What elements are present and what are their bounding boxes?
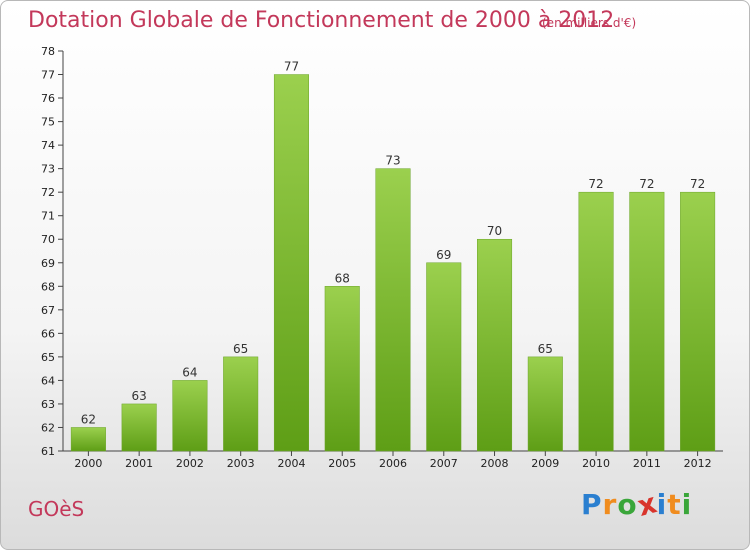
y-tick-label: 75 <box>41 116 55 129</box>
y-tick-label: 61 <box>41 445 55 458</box>
bar <box>70 427 106 452</box>
bar <box>477 238 513 452</box>
y-tick-label: 72 <box>41 186 55 199</box>
bar <box>375 168 411 452</box>
bar-value-label: 64 <box>182 365 197 379</box>
x-tick-label: 2007 <box>430 457 458 470</box>
y-tick-label: 62 <box>41 421 55 434</box>
bar <box>680 191 716 452</box>
x-tick-label: 2000 <box>74 457 102 470</box>
x-tick-label: 2002 <box>176 457 204 470</box>
bar <box>121 403 157 452</box>
bar-value-label: 65 <box>233 342 248 356</box>
x-tick-label: 2011 <box>633 457 661 470</box>
bar-value-label: 77 <box>284 60 299 74</box>
logo-letter: i <box>681 488 693 521</box>
bar <box>426 262 462 452</box>
bar <box>223 356 259 452</box>
bar-value-label: 68 <box>335 271 350 285</box>
y-tick-label: 63 <box>41 398 55 411</box>
y-tick-label: 78 <box>41 45 55 58</box>
y-tick-label: 64 <box>41 374 55 387</box>
x-tick-label: 2006 <box>379 457 407 470</box>
bar-value-label: 65 <box>538 342 553 356</box>
bar-value-label: 73 <box>385 154 400 168</box>
value-labels: 62 63 64 65 77 68 73 69 70 65 72 72 72 <box>81 60 706 427</box>
x-tick-label: 2005 <box>328 457 356 470</box>
y-tick-label: 74 <box>41 139 55 152</box>
bar <box>527 356 563 452</box>
y-tick-label: 70 <box>41 233 55 246</box>
bar-value-label: 62 <box>81 412 96 426</box>
x-tick-label: 2003 <box>227 457 255 470</box>
proxiti-logo: Proxiti <box>581 486 693 523</box>
x-tick-label: 2009 <box>531 457 559 470</box>
axes: 61 62 63 64 65 66 67 68 69 70 71 72 73 74 75 76 77 78 2000… <box>41 45 723 470</box>
y-tick-label: 65 <box>41 351 55 364</box>
bar <box>273 74 309 452</box>
x-tick-label: 2010 <box>582 457 610 470</box>
commune-name: GOèS <box>28 497 85 521</box>
logo-letter: r <box>602 488 618 521</box>
y-tick-label: 76 <box>41 92 55 105</box>
x-tick-label: 2004 <box>277 457 305 470</box>
logo-letter: i <box>656 488 668 521</box>
logo-letter: t <box>667 488 682 521</box>
bar <box>172 380 208 452</box>
x-tick-label: 2008 <box>481 457 509 470</box>
bar-value-label: 69 <box>436 248 451 262</box>
logo-letter: P <box>581 488 603 521</box>
y-tick-label: 73 <box>41 163 55 176</box>
bar <box>324 286 360 452</box>
bar-value-label: 72 <box>690 177 705 191</box>
y-tick-label: 77 <box>41 69 55 82</box>
y-tick-label: 69 <box>41 257 55 270</box>
y-tick-label: 67 <box>41 304 55 317</box>
y-tick-label: 71 <box>41 210 55 223</box>
logo-letter: o <box>617 488 638 521</box>
chart-subtitle: (en milliers d'€) <box>542 16 637 30</box>
bar-value-label: 72 <box>588 177 603 191</box>
bar-value-label: 70 <box>487 224 502 238</box>
bar <box>629 191 665 452</box>
x-tick-label: 2012 <box>684 457 712 470</box>
x-tick-label: 2001 <box>125 457 153 470</box>
bars <box>70 74 716 452</box>
chart-title: Dotation Globale de Fonctionnement de 20… <box>28 8 615 33</box>
y-tick-label: 66 <box>41 327 55 340</box>
y-tick-label: 68 <box>41 280 55 293</box>
bar-value-label: 63 <box>132 389 147 403</box>
bar-value-label: 72 <box>639 177 654 191</box>
bar <box>578 191 614 452</box>
